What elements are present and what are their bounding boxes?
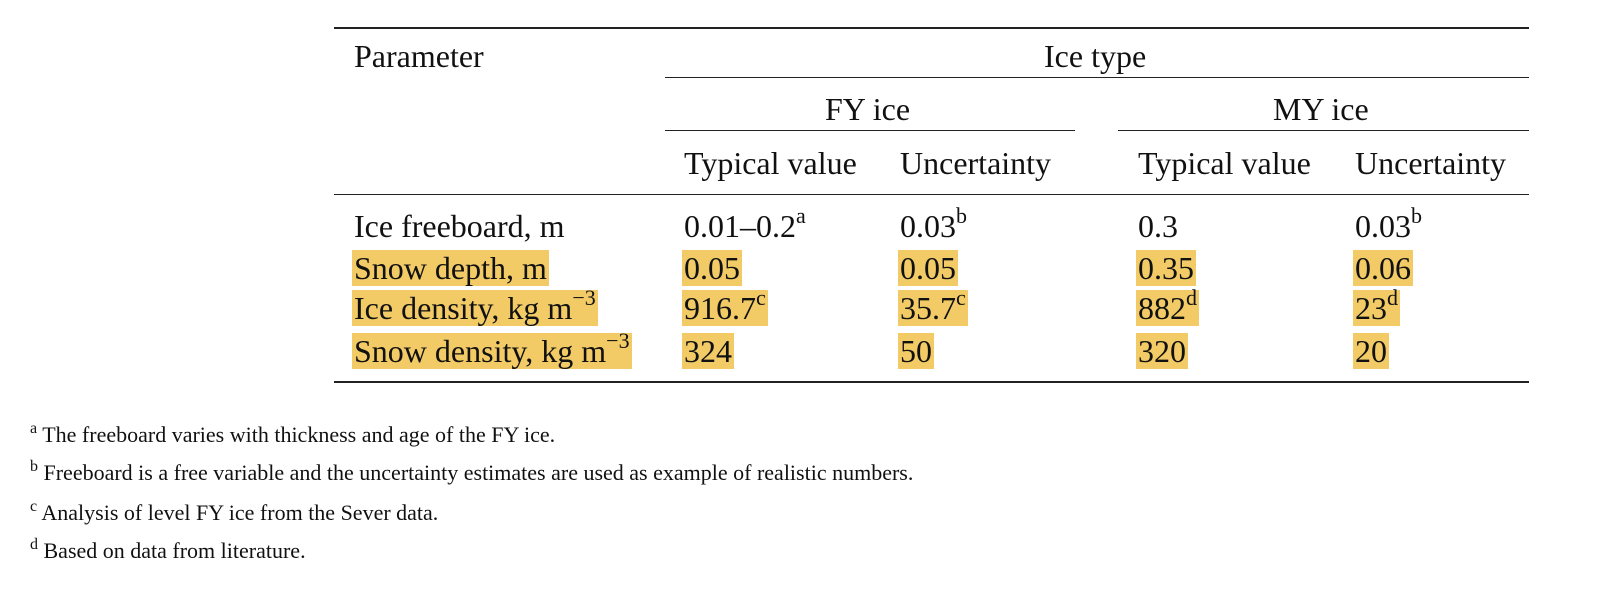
footnote-text: Freeboard is a free variable and the unc… [43,460,914,485]
footnote-marker: d [1387,285,1398,311]
cell-text: 0.06 [1355,250,1411,286]
my-typical-cell: 882d [1136,287,1199,326]
cell-text: Snow density, kg m [354,333,607,369]
fy-uncertainty-header: Uncertainty [900,145,1052,181]
fy-ice-header: FY ice [825,91,911,127]
parameter-header: Parameter [354,38,484,74]
footnote-marker: −3 [572,285,596,311]
footnote-b: b Freeboard is a free variable and the u… [30,457,914,486]
fy-typical-cell: 916.7c [682,287,768,326]
fy-uncertainty-cell: 35.7c [898,287,968,326]
fy-uncertainty-cell: 50 [898,333,934,369]
footnote-text: Based on data from literature. [43,538,306,563]
footnote-marker: b [1411,203,1422,229]
footnote-a: a The freeboard varies with thickness an… [30,419,556,448]
fy-typical-cell: 0.05 [682,250,742,286]
parameter-cell: Snow density, kg m−3 [352,330,632,369]
my-typical-cell: 320 [1136,333,1188,369]
cell-text: Ice density, kg m [354,290,573,326]
fy-uncertainty-cell: 0.03b [900,205,967,244]
ice-type-header: Ice type [1044,38,1147,74]
cell-text: 0.3 [1138,208,1178,244]
my-uncertainty-header: Uncertainty [1355,145,1507,181]
fy-ice-rule [665,130,1075,131]
cell-text: 0.05 [684,250,740,286]
footnote-text: The freeboard varies with thickness and … [42,422,556,447]
my-ice-header: MY ice [1273,91,1369,127]
cell-text: Ice freeboard, m [354,208,565,244]
parameter-cell: Snow depth, m [352,250,549,286]
footnote-marker: a [796,203,806,229]
footnote-marker: d [1186,285,1197,311]
header-bottom-rule [334,194,1529,195]
cell-text: 50 [900,333,932,369]
cell-text: 320 [1138,333,1186,369]
my-typical-cell: 0.3 [1138,208,1178,244]
bottom-rule [334,381,1529,383]
cell-text: 0.03 [900,208,956,244]
cell-text: 20 [1355,333,1387,369]
my-uncertainty-cell: 0.06 [1353,250,1413,286]
my-typical-cell: 0.35 [1136,250,1196,286]
cell-text: 324 [684,333,732,369]
cell-text: 916.7 [684,290,756,326]
fy-typical-cell: 0.01–0.2a [684,205,806,244]
footnote-mark: b [30,457,38,475]
fy-typical-header: Typical value [684,145,857,181]
cell-text: 882 [1138,290,1186,326]
my-typical-header: Typical value [1138,145,1311,181]
cell-text: Snow depth, m [354,250,547,286]
my-uncertainty-cell: 23d [1353,287,1400,326]
footnote-d: d Based on data from literature. [30,535,306,564]
cell-text: 0.35 [1138,250,1194,286]
footnote-mark: d [30,535,38,553]
fy-uncertainty-cell: 0.05 [898,250,958,286]
cell-text: 0.03 [1355,208,1411,244]
footnote-marker: c [956,285,966,311]
cell-text: 23 [1355,290,1387,326]
fy-typical-cell: 324 [682,333,734,369]
footnote-text: Analysis of level FY ice from the Sever … [41,500,439,525]
footnote-marker: c [756,285,766,311]
my-uncertainty-cell: 0.03b [1355,205,1422,244]
cell-text: 35.7 [900,290,956,326]
cell-text: 0.05 [900,250,956,286]
footnote-marker: b [956,203,967,229]
parameter-cell: Ice density, kg m−3 [352,287,598,326]
footnote-marker: −3 [606,328,630,354]
footnote-c: c Analysis of level FY ice from the Seve… [30,497,439,526]
my-uncertainty-cell: 20 [1353,333,1389,369]
footnote-mark: c [30,497,38,515]
cell-text: 0.01–0.2 [684,208,796,244]
ice-type-rule [665,77,1529,78]
my-ice-rule [1118,130,1529,131]
top-rule [334,27,1529,29]
parameter-cell: Ice freeboard, m [354,208,565,244]
footnote-mark: a [30,419,38,437]
